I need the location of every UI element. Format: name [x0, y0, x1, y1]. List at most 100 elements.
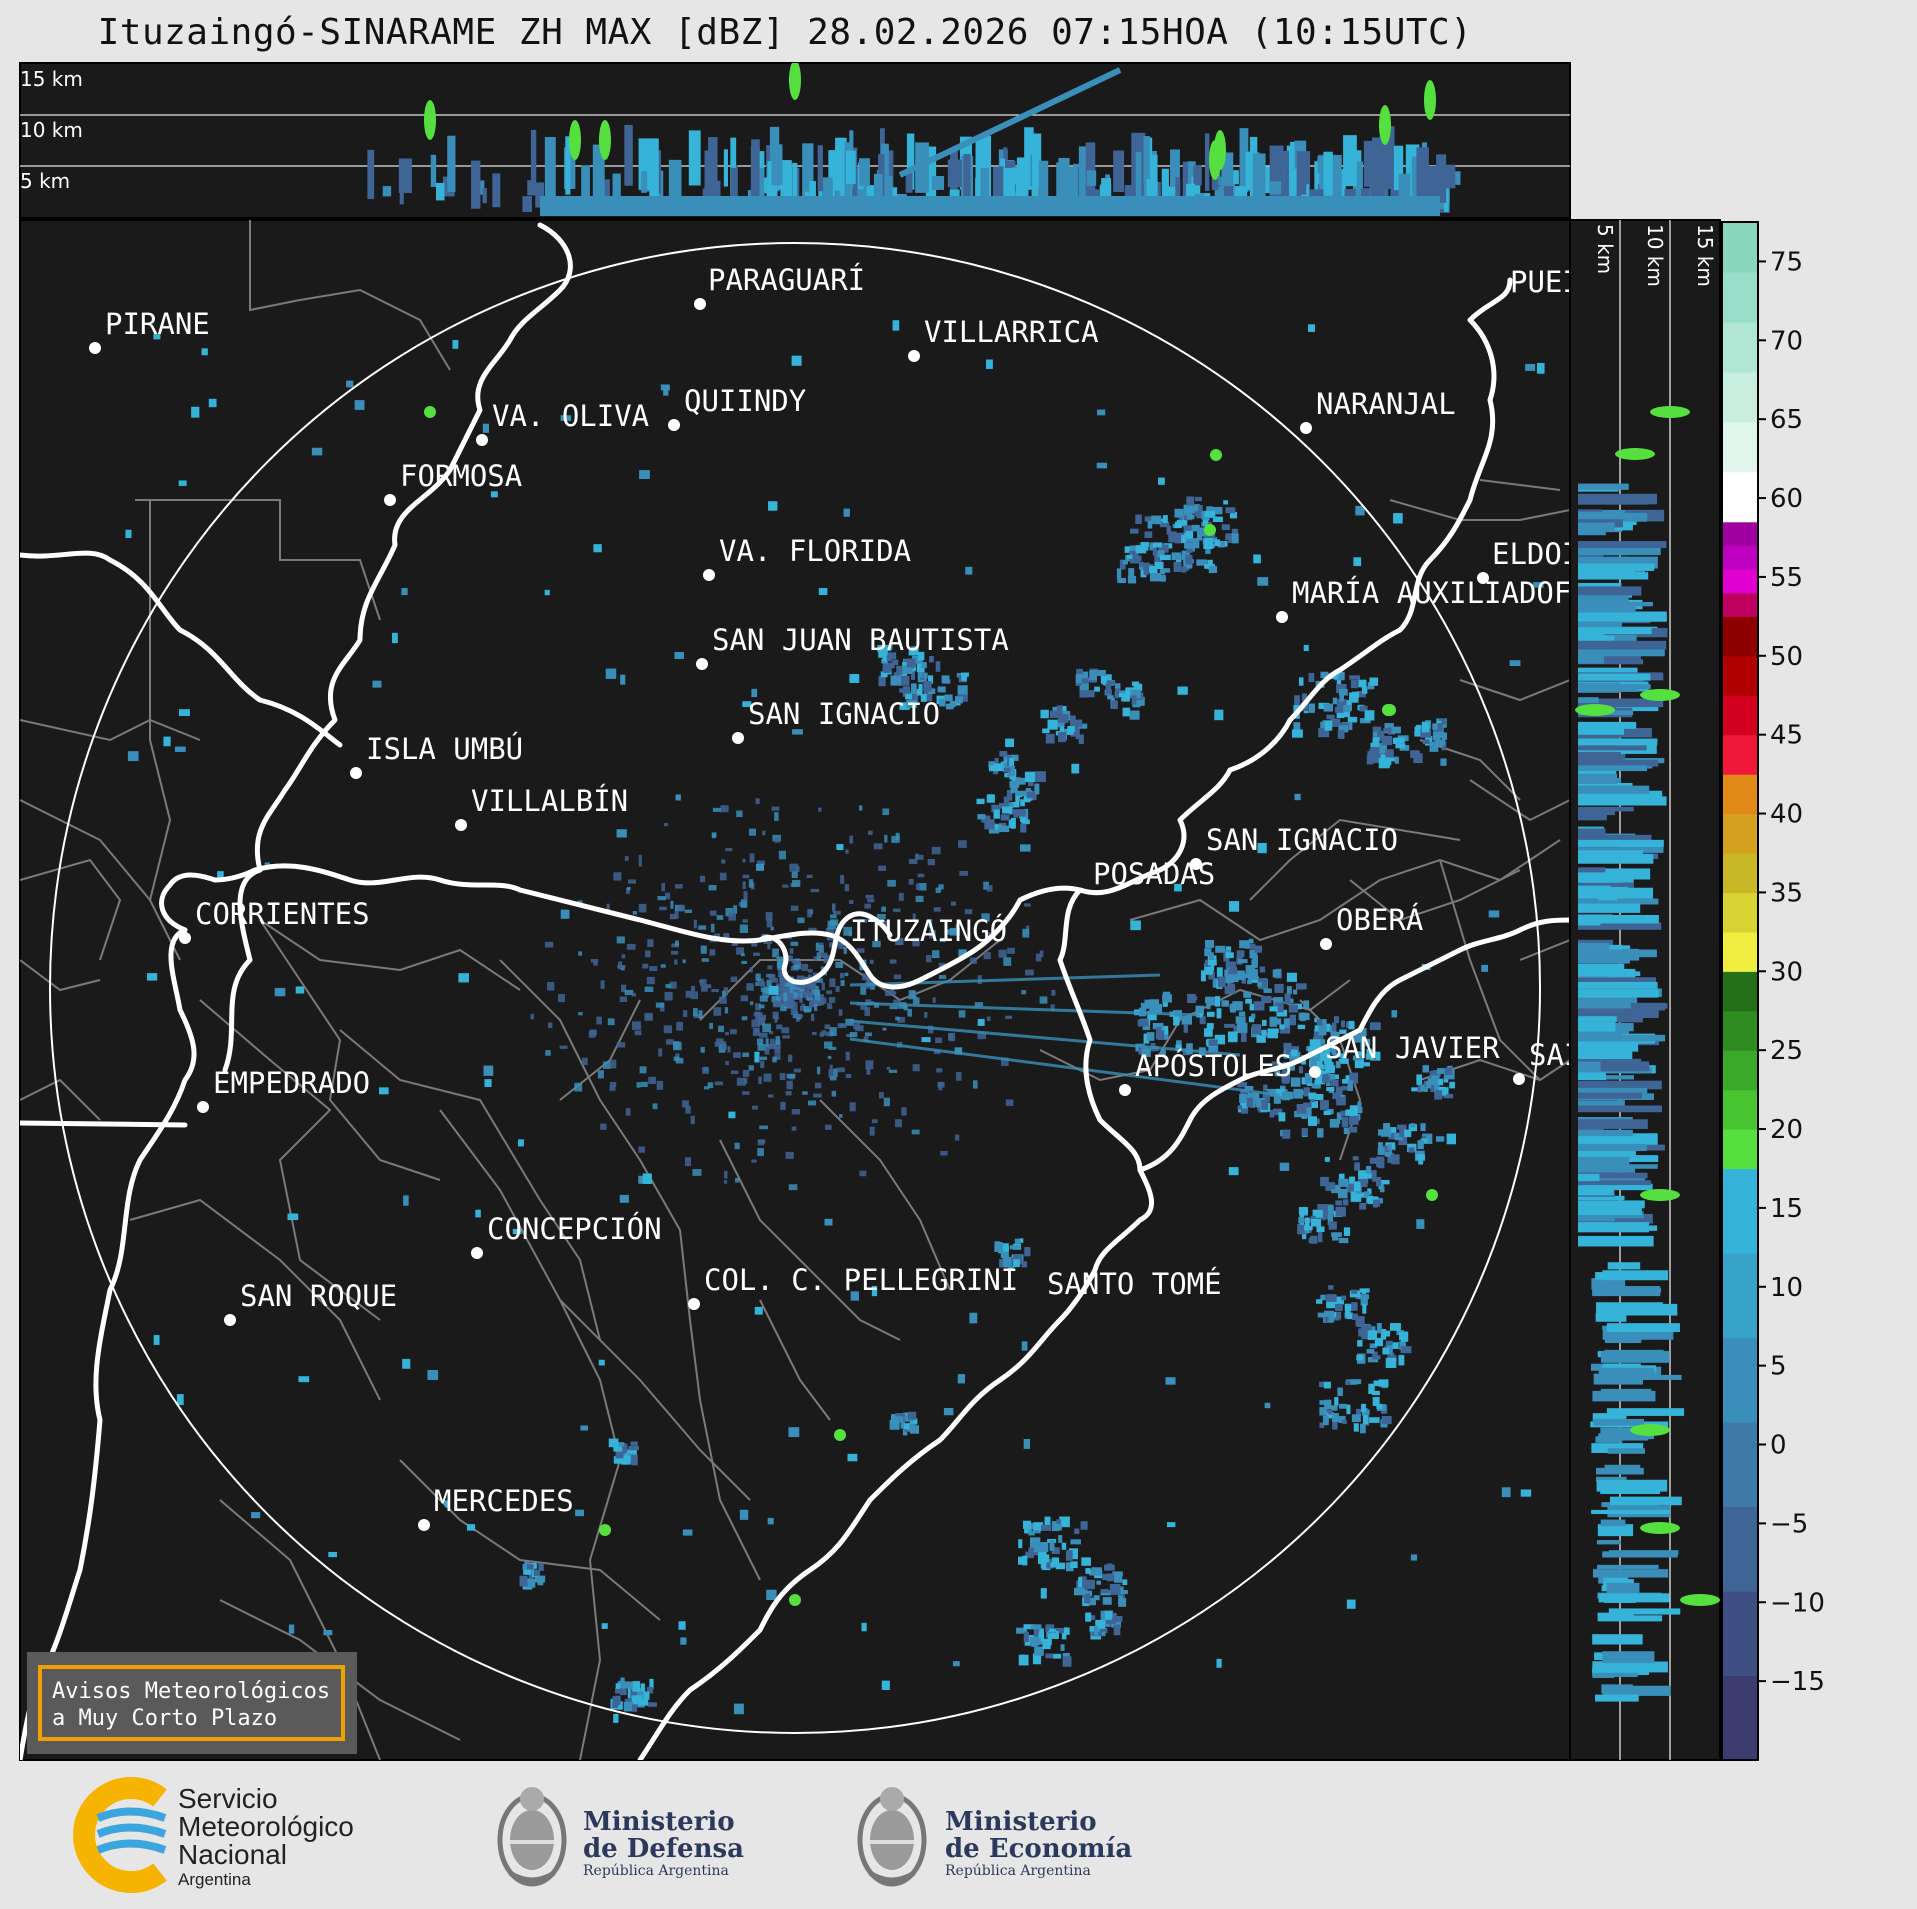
colorbar-segment — [1722, 271, 1758, 323]
defensa-line2: de Defensa — [583, 1834, 744, 1864]
notice-border — [38, 1665, 345, 1741]
colorbar-segment — [1722, 1252, 1758, 1339]
smn-line1: Servicio — [178, 1783, 278, 1814]
colorbar-tick-label: 45 — [1770, 721, 1803, 751]
colorbar-segment — [1722, 774, 1758, 815]
economia-line3: República Argentina — [945, 1863, 1091, 1879]
city-marker — [703, 569, 715, 581]
city-label: VA. FLORIDA — [719, 534, 911, 568]
defensa-logo: Ministerio de Defensa República Argentin… — [497, 1787, 744, 1887]
department-boundaries — [20, 220, 1570, 1760]
smn-line2: Meteorológico — [178, 1811, 354, 1842]
colorbar-tick-label: 25 — [1770, 1036, 1803, 1066]
city-label: VILLARRICA — [924, 315, 1099, 349]
colorbar-segment — [1722, 545, 1758, 570]
city-marker — [455, 819, 467, 831]
colorbar-segment — [1722, 1421, 1758, 1508]
main-map-panel: PIRANE PARAGUARÍ VILLARRICA QUIINDY VA. OLIV… — [19, 219, 1581, 1761]
colorbar-segment — [1722, 521, 1758, 546]
colorbar-segment — [1722, 471, 1758, 523]
colorbar-tick-label: −5 — [1770, 1509, 1808, 1539]
city-marker — [1190, 858, 1202, 870]
smn-logo: Servicio Meteorológico Nacional Argentin… — [73, 1777, 354, 1893]
city-marker — [1300, 422, 1312, 434]
colorbar-segment — [1722, 734, 1758, 775]
top-echoes — [367, 63, 1461, 216]
rivers-borders — [20, 222, 1570, 1760]
city-label: CONCEPCIÓN — [487, 1212, 662, 1246]
range-ring — [49, 242, 1541, 1734]
top-label-15km: 15 km — [20, 67, 83, 91]
city-label: SAN JAVIER — [1325, 1031, 1500, 1065]
defensa-line3: República Argentina — [583, 1863, 729, 1879]
city-marker — [1513, 1073, 1525, 1085]
city-label: SAN IGNACIO — [748, 697, 940, 731]
colorbar-tick-label: 15 — [1770, 1194, 1803, 1224]
colorbar-segment — [1722, 592, 1758, 617]
top-label-10km: 10 km — [20, 118, 83, 142]
colorbar-segment — [1722, 1129, 1758, 1170]
colorbar-tick-label: 75 — [1770, 247, 1803, 277]
city-marker — [350, 767, 362, 779]
colorbar-segment — [1722, 1168, 1758, 1254]
side-label-5km: 5 km — [1593, 224, 1617, 274]
city-label: NARANJAL — [1316, 387, 1456, 421]
city-label: MARÍA AUXILIADOF — [1292, 576, 1571, 610]
side-echoes — [1575, 406, 1720, 1702]
city-label: CORRIENTES — [195, 897, 370, 931]
city-marker — [1477, 572, 1489, 584]
city-marker — [694, 298, 706, 310]
city-label: PUEI — [1510, 265, 1580, 299]
colorbar-tick-label: 20 — [1770, 1115, 1803, 1145]
colorbar-segment — [1722, 1010, 1758, 1051]
colorbar-tick-label: 65 — [1770, 405, 1803, 435]
city-marker — [476, 434, 488, 446]
city-marker — [471, 1247, 483, 1259]
colorbar-tick-label: 50 — [1770, 642, 1803, 672]
smn-line4: Argentina — [178, 1870, 251, 1889]
city-label: SAI — [1529, 1038, 1581, 1072]
city-label: QUIINDY — [684, 384, 806, 418]
city-marker — [197, 1101, 209, 1113]
colorbar-tick-label: 5 — [1770, 1352, 1787, 1382]
city-label: EMPEDRADO — [213, 1066, 370, 1100]
city-label: APÓSTOLES — [1135, 1049, 1292, 1083]
colorbar-segment — [1722, 852, 1758, 894]
colorbar-tick-label: 70 — [1770, 326, 1803, 356]
colorbar-tick-label: 60 — [1770, 484, 1803, 514]
colorbar-tick-label: 40 — [1770, 800, 1803, 830]
colorbar-segment — [1722, 1337, 1758, 1423]
colorbar-segment — [1722, 569, 1758, 594]
notice-box: Avisos Meteorológicos a Muy Corto Plazo — [27, 1652, 357, 1754]
colorbar-segment — [1722, 813, 1758, 854]
city-label: SAN IGNACIO — [1206, 823, 1398, 857]
economia-logo: Ministerio de Economía República Argenti… — [857, 1787, 1132, 1887]
city-marker — [688, 1298, 700, 1310]
city-label: SAN ROQUE — [240, 1279, 397, 1313]
city-marker — [1320, 938, 1332, 950]
city-label: ISLA UMBÚ — [366, 732, 523, 766]
defensa-line1: Ministerio — [583, 1807, 735, 1837]
colorbar-tick-label: 55 — [1770, 563, 1803, 593]
notice-line2: a Muy Corto Plazo — [52, 1706, 277, 1731]
colorbar-segment — [1722, 321, 1758, 373]
top-label-5km: 5 km — [20, 169, 70, 193]
city-label: SANTO TOMÉ — [1047, 1267, 1222, 1301]
side-label-15km: 15 km — [1693, 224, 1717, 287]
colorbar-segment — [1722, 1675, 1758, 1761]
colorbar-segment — [1722, 421, 1758, 473]
city-label: VA. OLIVA — [492, 399, 649, 433]
colorbar-segment — [1722, 1050, 1758, 1091]
city-label: ITUZAINGÓ — [850, 914, 1007, 948]
colorbar-segment — [1722, 616, 1758, 657]
colorbar-tick-label: 0 — [1770, 1431, 1787, 1461]
side-cross-section-panel: 5 km 10 km 15 km — [1569, 219, 1721, 1761]
city-label: OBERÁ — [1336, 903, 1423, 937]
city-label: FORMOSA — [400, 459, 522, 493]
city-marker — [696, 658, 708, 670]
colorbar-segment — [1722, 892, 1758, 933]
colorbar-tick-label: −10 — [1770, 1588, 1825, 1618]
city-label: PARAGUARÍ — [708, 263, 865, 297]
city-label: ELDOI — [1492, 537, 1579, 571]
